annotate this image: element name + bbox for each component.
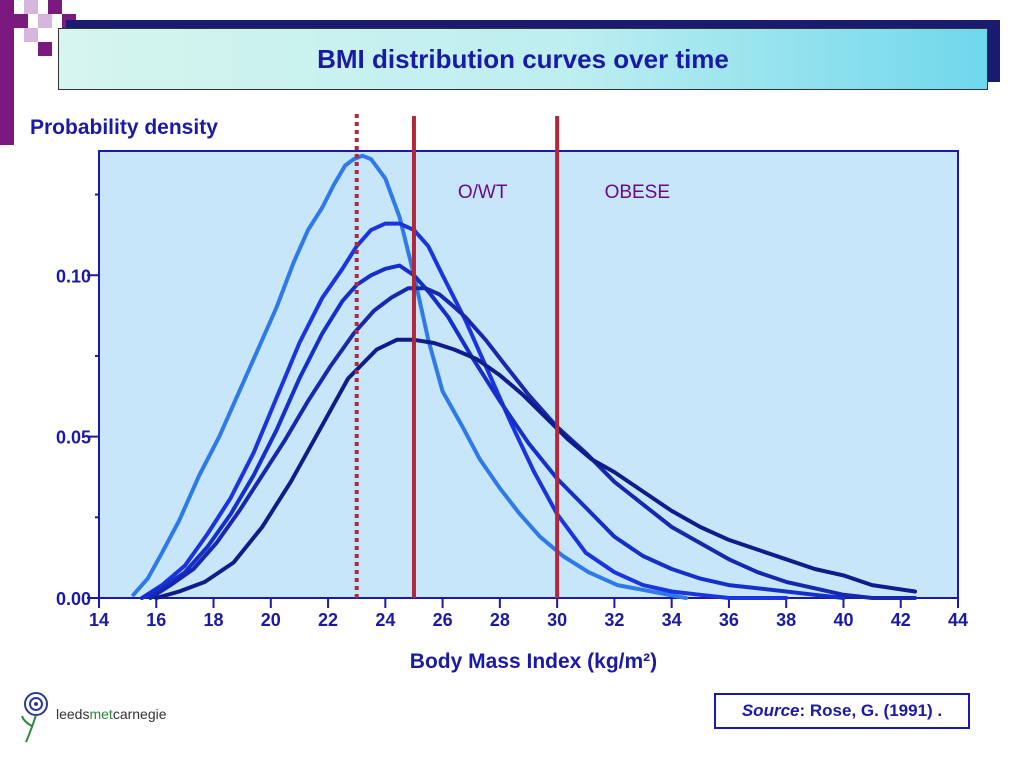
x-tick-label: 36 <box>719 610 739 630</box>
title-box: BMI distribution curves over time <box>58 28 988 90</box>
x-tick-label: 44 <box>948 610 968 630</box>
source-citation: Source: Rose, G. (1991) . <box>714 693 970 729</box>
logo-text-leeds: leeds <box>56 706 90 722</box>
logo-wordmark: leedsmetcarnegie <box>56 706 167 722</box>
x-tick-label: 24 <box>375 610 395 630</box>
y-axis-label: Probability density <box>30 116 218 139</box>
x-tick-label: 40 <box>833 610 853 630</box>
series-line-5 <box>154 337 917 600</box>
y-tick-label: 0.10 <box>56 266 91 286</box>
x-tick-label: 26 <box>433 610 453 630</box>
decorative-side-bar <box>0 0 14 145</box>
series-line-4 <box>148 286 917 600</box>
logo-text-carnegie: carnegie <box>112 706 167 722</box>
x-axis-label: Body Mass Index (kg/m²) <box>410 650 657 673</box>
x-tick-label: 18 <box>204 610 224 630</box>
y-tick-label: 0.00 <box>56 589 91 609</box>
source-text: : Rose, G. (1991) . <box>799 701 943 720</box>
x-tick-label: 20 <box>261 610 281 630</box>
x-tick-label: 14 <box>89 610 109 630</box>
logo-text-met: met <box>89 706 113 722</box>
rose-logo-icon <box>21 692 48 743</box>
x-tick-label: 34 <box>662 610 682 630</box>
x-tick-label: 30 <box>547 610 567 630</box>
x-tick-label: 16 <box>146 610 166 630</box>
x-tick-label: 22 <box>318 610 338 630</box>
series-line-1 <box>131 153 688 600</box>
source-label: Source <box>741 701 800 720</box>
leedsmetcarnegie-logo <box>21 692 48 743</box>
page-title: BMI distribution curves over time <box>317 43 729 74</box>
category-label-owt: O/WT <box>458 182 508 203</box>
category-label-obese: OBESE <box>605 182 670 203</box>
plot-area <box>98 150 959 599</box>
x-tick-label: 32 <box>604 610 624 630</box>
x-tick-label: 42 <box>891 610 911 630</box>
series-line-2 <box>139 221 789 600</box>
y-tick-label: 0.05 <box>56 428 91 448</box>
x-tick-label: 38 <box>776 610 796 630</box>
x-tick-label: 28 <box>490 610 510 630</box>
